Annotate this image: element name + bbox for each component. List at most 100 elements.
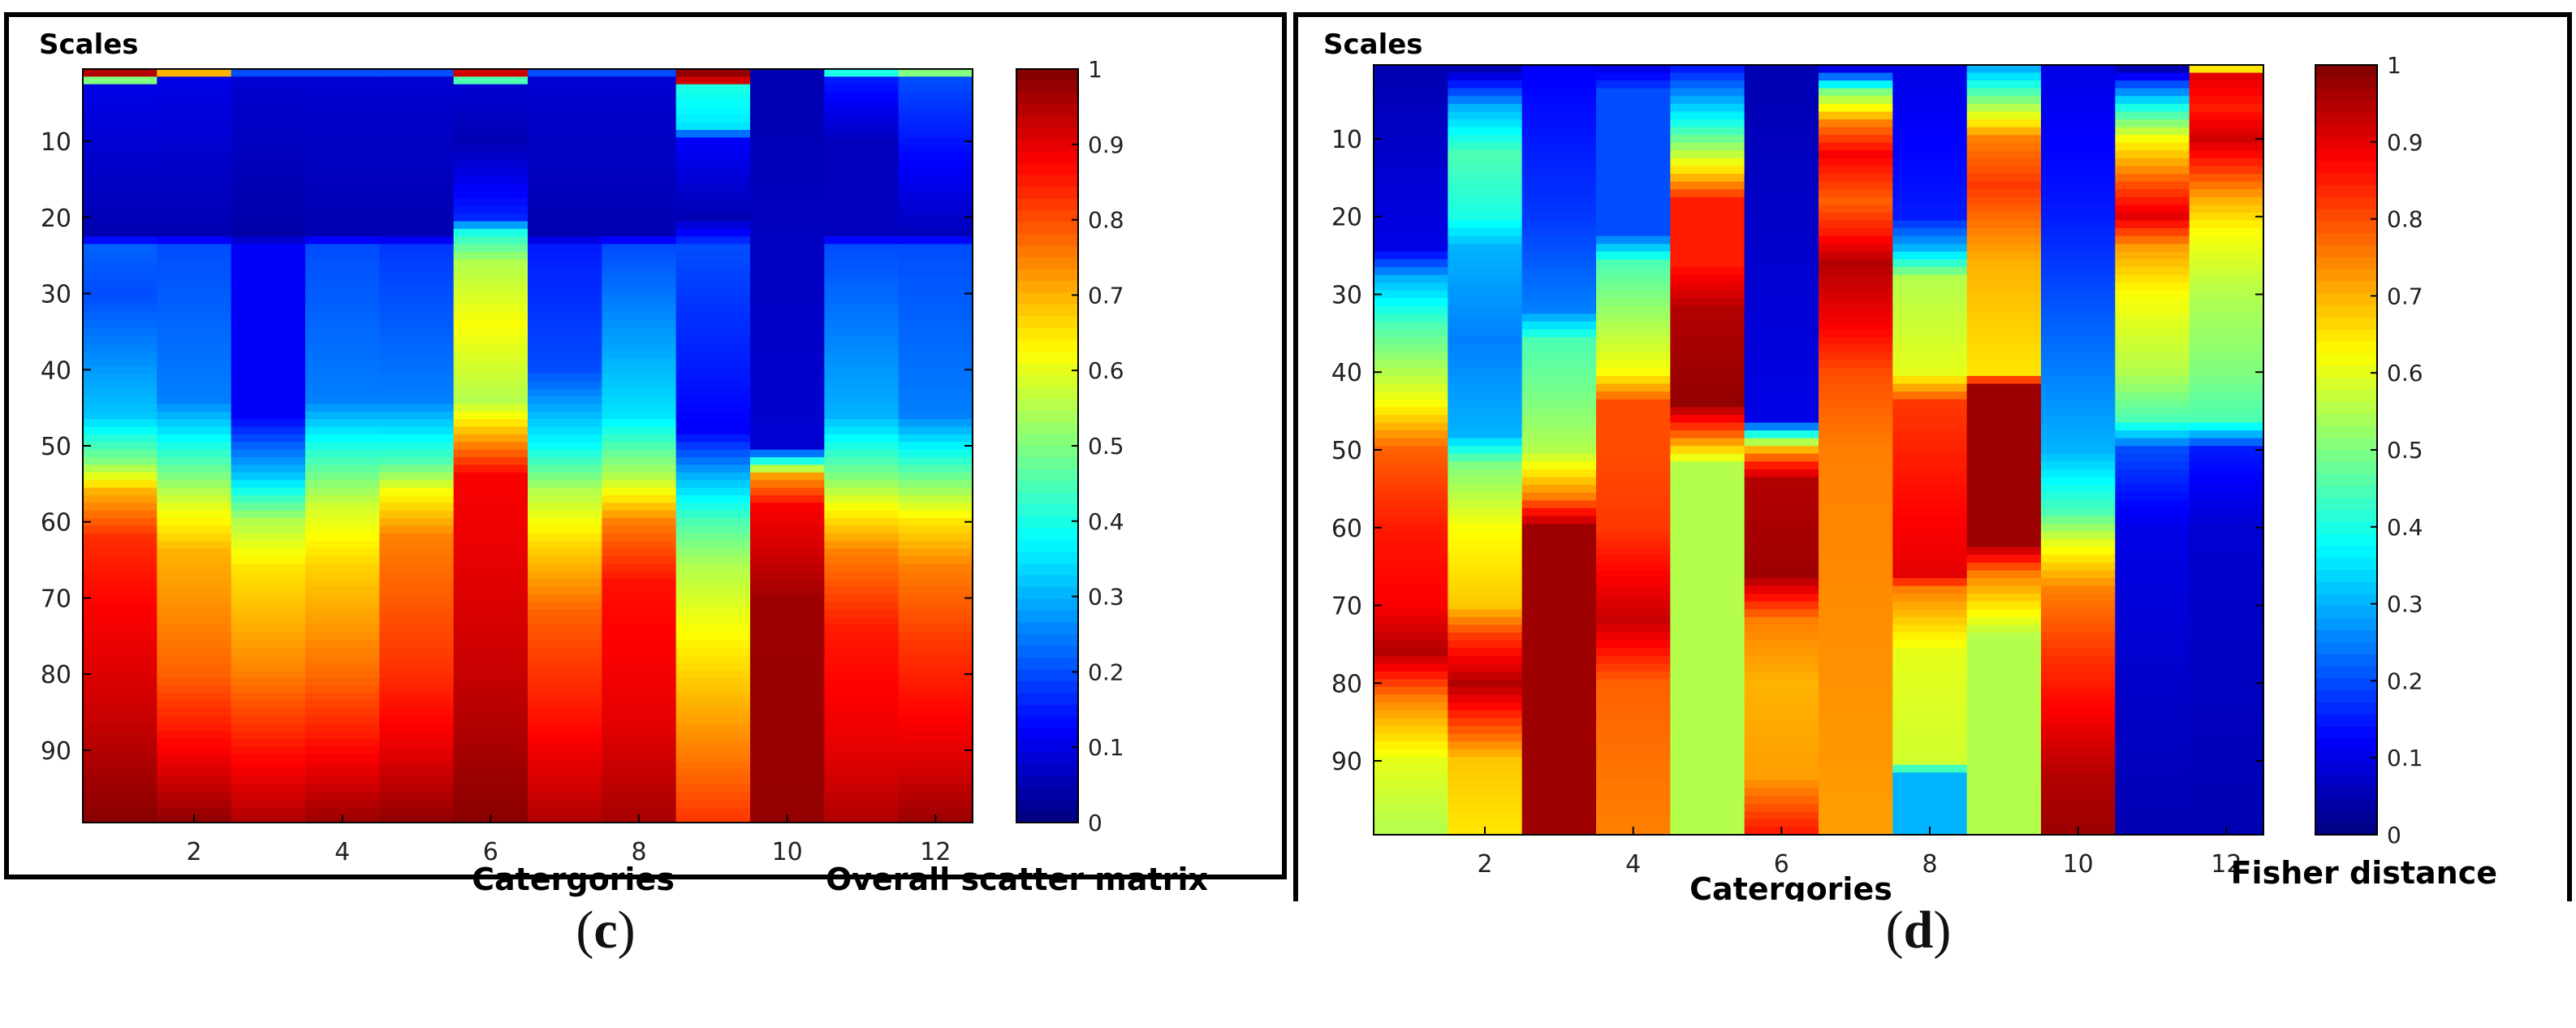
colorbar-segment <box>2315 690 2377 703</box>
heatmap-cell <box>1596 469 1671 478</box>
heatmap-cell <box>1448 399 1523 408</box>
heatmap-cell <box>2115 679 2190 688</box>
heatmap-cell <box>2041 508 2116 516</box>
heatmap-cell <box>1744 663 1819 672</box>
heatmap-cell <box>83 685 157 694</box>
heatmap-cell <box>453 320 529 329</box>
heatmap-cell <box>231 510 306 519</box>
heatmap-cell <box>1670 803 1745 812</box>
heatmap-cell <box>1892 228 1968 237</box>
heatmap-cell <box>1819 594 1893 603</box>
heatmap-cell <box>1521 780 1597 789</box>
heatmap-cell <box>898 221 973 230</box>
heatmap-cell <box>750 663 825 672</box>
heatmap-cell <box>1892 671 1968 680</box>
heatmap-cell <box>528 654 602 663</box>
heatmap-cell <box>528 305 602 313</box>
heatmap-cell <box>83 442 157 451</box>
heatmap-cell <box>675 84 751 93</box>
heatmap-cell <box>750 654 825 663</box>
heatmap-cell <box>157 495 232 503</box>
heatmap-cell <box>453 419 529 428</box>
heatmap-cell <box>1596 88 1671 97</box>
heatmap-cell <box>2115 819 2190 828</box>
heatmap-cell <box>750 266 825 275</box>
heatmap-cell <box>1966 679 2042 688</box>
heatmap-cell <box>83 533 157 542</box>
heatmap-cell <box>528 411 602 420</box>
heatmap-cell <box>2189 702 2264 711</box>
heatmap-cell <box>157 663 232 672</box>
heatmap-cell <box>528 244 602 253</box>
heatmap-cell <box>157 274 232 283</box>
heatmap-cell <box>2115 181 2190 190</box>
heatmap-cell <box>453 533 529 542</box>
heatmap-cell <box>1744 741 1819 750</box>
heatmap-cell <box>1670 516 1745 525</box>
heatmap-cell <box>83 510 157 519</box>
heatmap-cell <box>2189 313 2264 322</box>
heatmap-cell <box>1744 702 1819 711</box>
heatmap-cell <box>2041 430 2116 439</box>
heatmap-cell <box>1374 749 1448 758</box>
heatmap-cell <box>305 472 380 481</box>
heatmap-cell <box>528 175 602 184</box>
heatmap-cell <box>750 205 825 214</box>
heatmap-cell <box>2189 80 2264 89</box>
heatmap-cell <box>231 571 306 580</box>
heatmap-cell <box>1892 72 1968 81</box>
heatmap-cell <box>1670 244 1745 253</box>
heatmap-cell <box>1819 422 1893 431</box>
heatmap-cell <box>379 426 455 435</box>
heatmap-cell <box>83 381 157 390</box>
heatmap-cell <box>1966 329 2042 338</box>
heatmap-cell <box>2115 399 2190 408</box>
heatmap-cell <box>1448 546 1523 555</box>
heatmap-cell <box>1374 764 1448 773</box>
colorbar-segment <box>2315 642 2377 655</box>
heatmap-cell <box>2189 228 2264 237</box>
heatmap-cell <box>157 708 232 717</box>
heatmap-cell <box>1819 764 1893 773</box>
heatmap-cell <box>1521 710 1597 719</box>
heatmap-cell <box>2041 337 2116 346</box>
heatmap-cell <box>231 632 306 641</box>
heatmap-cell <box>379 365 455 374</box>
heatmap-cell <box>2189 477 2264 486</box>
heatmap-cell <box>453 723 529 732</box>
heatmap-cell <box>2115 477 2190 486</box>
heatmap-cell <box>750 449 825 458</box>
heatmap-cell <box>2189 516 2264 525</box>
heatmap-cell <box>750 548 825 557</box>
heatmap-cell <box>2041 298 2116 307</box>
heatmap-cell <box>2189 205 2264 214</box>
heatmap-cell <box>528 190 602 199</box>
heatmap-cell <box>379 518 455 527</box>
heatmap-cell <box>675 129 751 138</box>
heatmap-cell <box>1596 803 1671 812</box>
heatmap-cell <box>1819 555 1893 564</box>
heatmap-cell <box>231 129 306 138</box>
heatmap-cells <box>1374 65 2264 836</box>
heatmap-cell <box>1670 633 1745 641</box>
y-axis-title: Scales <box>39 28 139 61</box>
heatmap-cell <box>528 266 602 275</box>
heatmap-cell <box>2115 461 2190 470</box>
heatmap-cell <box>2115 158 2190 167</box>
heatmap-cell <box>1819 733 1893 742</box>
heatmap-cell <box>1521 516 1597 525</box>
colorbar-segment <box>2315 113 2377 126</box>
heatmap-cell <box>1596 702 1671 711</box>
heatmap-cell <box>750 327 825 336</box>
x-tick-label: 10 <box>2063 850 2094 879</box>
heatmap-cell <box>528 784 602 793</box>
heatmap-cell <box>602 555 677 564</box>
heatmap-cell <box>231 487 306 496</box>
heatmap-cell <box>675 564 751 572</box>
heatmap-cell <box>83 221 157 230</box>
heatmap-cell <box>824 274 900 283</box>
heatmap-cell <box>231 525 306 534</box>
heatmap-cell <box>1670 780 1745 789</box>
heatmap-cell <box>379 167 455 176</box>
heatmap-cell <box>675 670 751 679</box>
